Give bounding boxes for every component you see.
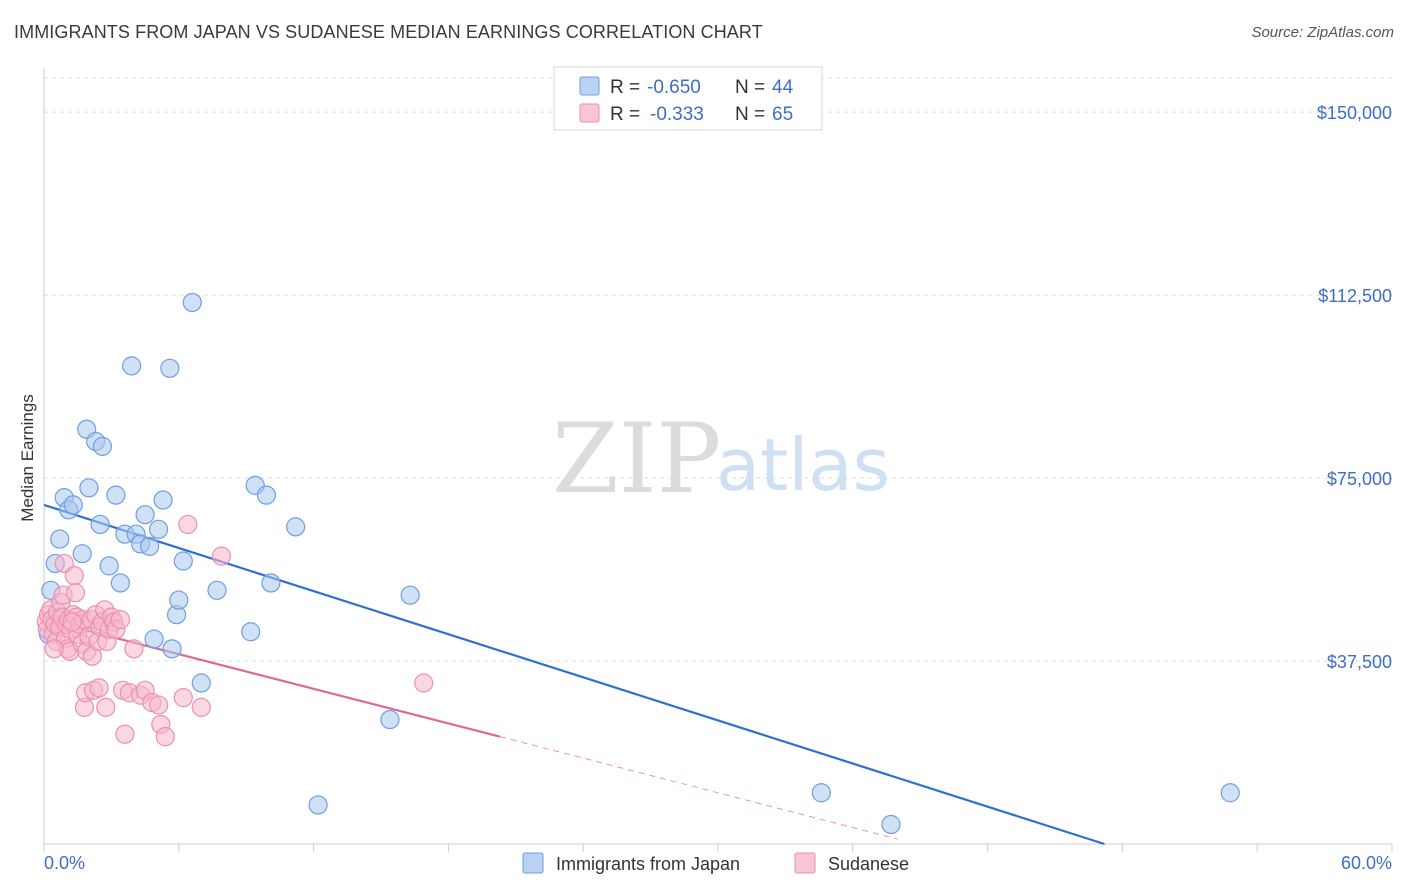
point-japan-12 — [99, 556, 119, 576]
x-tick-label-max: 60.0% — [1341, 853, 1392, 873]
point-japan-31 — [207, 580, 227, 600]
point-sudanese-22 — [65, 583, 86, 603]
point-japan-39 — [400, 585, 420, 605]
point-japan-2 — [50, 529, 70, 549]
point-sudanese-51 — [124, 639, 144, 659]
point-japan-32 — [241, 622, 261, 642]
point-japan-11 — [92, 436, 113, 456]
point-sudanese-49 — [115, 724, 135, 744]
y-tick-label-2: $112,500 — [1318, 286, 1392, 306]
source-credit: Source: ZipAtlas.com — [1251, 24, 1394, 41]
point-japan-42 — [1220, 783, 1240, 803]
point-japan-28 — [173, 551, 193, 571]
legend-n-label-japan: N = — [735, 77, 765, 98]
point-japan-14 — [110, 573, 130, 593]
point-japan-21 — [144, 629, 164, 649]
series-legend: Immigrants from Japan Sudanese — [522, 852, 909, 874]
data-points — [36, 292, 1240, 835]
point-japan-13 — [106, 485, 126, 505]
point-japan-35 — [261, 573, 281, 593]
legend-n-value-japan: 44 — [772, 77, 794, 98]
point-sudanese-60 — [178, 514, 198, 535]
point-sudanese-63 — [62, 612, 82, 632]
point-sudanese-59 — [191, 697, 211, 717]
point-sudanese-62 — [414, 673, 434, 693]
trend-line-sudanese — [43, 618, 501, 738]
point-sudanese-47 — [110, 609, 130, 630]
point-sudanese-41 — [96, 697, 116, 717]
point-japan-20 — [139, 536, 160, 556]
point-japan-27 — [169, 590, 189, 610]
trend-line-sudanese-extension — [499, 736, 898, 840]
point-japan-40 — [811, 783, 831, 803]
point-japan-22 — [148, 519, 169, 539]
point-sudanese-55 — [148, 695, 169, 715]
axes — [43, 68, 1393, 852]
point-japan-23 — [153, 490, 173, 510]
point-sudanese-21 — [64, 566, 84, 586]
x-tick-label-min: 0.0% — [44, 853, 85, 873]
y-tick-label-0: $37,500 — [1327, 652, 1392, 672]
legend-r-value-sudanese: -0.333 — [650, 104, 704, 125]
y-tick-labels: $37,500 $75,000 $112,500 $150,000 — [1317, 103, 1392, 672]
legend-swatch-japan — [579, 76, 600, 96]
point-japan-19 — [135, 505, 155, 525]
point-japan-10 — [90, 514, 110, 535]
watermark-zip: ZIP — [552, 403, 721, 515]
point-japan-29 — [182, 292, 202, 313]
legend-r-label-sudanese: R = — [610, 104, 640, 125]
point-japan-41 — [881, 814, 901, 835]
chart-title: IMMIGRANTS FROM JAPAN VS SUDANESE MEDIAN… — [14, 22, 763, 42]
point-japan-25 — [162, 639, 182, 659]
correlation-legend: R = -0.650 N = 44 R = -0.333 N = 65 — [553, 66, 823, 131]
legend-n-label-sudanese: N = — [735, 104, 765, 125]
point-japan-8 — [79, 478, 99, 498]
point-japan-38 — [380, 709, 400, 730]
legend-r-label-japan: R = — [610, 77, 640, 98]
point-sudanese-61 — [211, 546, 232, 566]
legend-r-value-japan: -0.650 — [647, 77, 701, 98]
y-tick-label-1: $75,000 — [1327, 469, 1392, 489]
point-sudanese-37 — [89, 678, 109, 698]
grid — [44, 77, 1392, 662]
point-sudanese-57 — [155, 727, 175, 747]
point-japan-24 — [160, 358, 180, 378]
point-sudanese-64 — [44, 639, 64, 659]
y-axis-label: Median Earnings — [18, 394, 37, 522]
point-japan-5 — [63, 495, 83, 515]
legend-n-value-sudanese: 65 — [772, 104, 793, 125]
point-japan-6 — [72, 544, 92, 564]
point-japan-36 — [286, 517, 306, 537]
bottom-legend-label-japan: Immigrants from Japan — [556, 854, 740, 874]
bottom-legend-label-sudanese: Sudanese — [828, 854, 909, 874]
point-japan-30 — [191, 673, 211, 693]
bottom-legend-swatch-japan — [522, 852, 544, 874]
watermark-atlas: atlas — [716, 423, 890, 507]
bottom-legend-swatch-sudanese — [794, 852, 816, 874]
watermark: ZIP atlas — [552, 403, 890, 515]
point-japan-37 — [308, 795, 328, 815]
point-japan-34 — [256, 485, 277, 505]
point-sudanese-58 — [173, 688, 193, 708]
point-japan-16 — [122, 356, 142, 376]
legend-swatch-sudanese — [579, 103, 600, 123]
y-tick-label-3: $150,000 — [1317, 103, 1392, 123]
